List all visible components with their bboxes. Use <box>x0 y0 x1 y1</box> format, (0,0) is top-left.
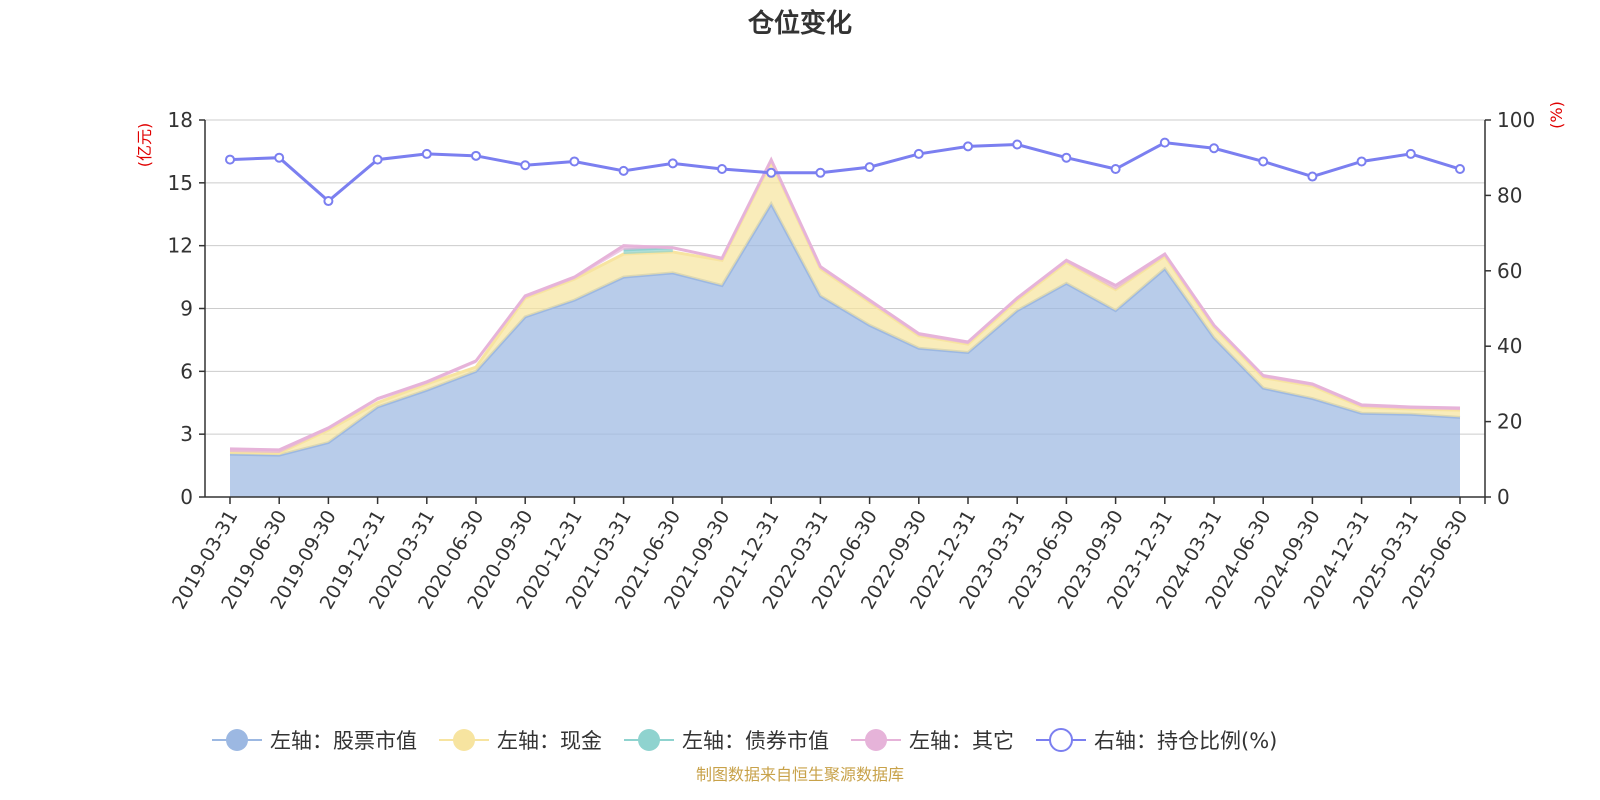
ratio-point <box>569 156 580 167</box>
data-source-note: 制图数据来自恒生聚源数据库 <box>696 765 904 784</box>
right-tick-label: 80 <box>1497 183 1522 207</box>
legend-item: 左轴：其它 <box>851 729 1014 753</box>
ratio-point <box>864 162 875 173</box>
ratio-point <box>1307 171 1318 182</box>
legend-label: 左轴：债券市值 <box>682 729 829 753</box>
ratio-point <box>1209 143 1219 154</box>
left-tick-label: 12 <box>168 234 193 258</box>
ratio-point <box>1258 156 1269 167</box>
legend-item: 左轴：现金 <box>439 729 602 753</box>
position-ratio-line <box>225 137 1465 207</box>
left-tick-label: 0 <box>180 485 193 509</box>
legend-label: 右轴：持仓比例(%) <box>1094 729 1277 753</box>
right-tick-label: 60 <box>1497 259 1522 283</box>
legend-marker <box>638 729 660 751</box>
left-tick-label: 9 <box>180 297 193 321</box>
ratio-point <box>1012 139 1023 150</box>
left-tick-label: 6 <box>180 359 193 383</box>
ratio-point <box>372 154 383 165</box>
area-edge <box>229 156 1461 452</box>
right-tick-label: 40 <box>1497 334 1522 358</box>
ratio-point <box>1159 137 1170 148</box>
ratio-point <box>421 148 432 159</box>
ratio-point <box>274 152 285 163</box>
ratio-point <box>1110 164 1121 175</box>
x-axis-ticks: 2019-03-312019-06-302019-09-302019-12-31… <box>168 497 1486 613</box>
chart-title: 仓位变化 <box>747 8 852 39</box>
legend-marker <box>453 729 475 751</box>
legend-label: 左轴：现金 <box>497 729 602 753</box>
ratio-point <box>815 167 826 178</box>
left-tick-label: 15 <box>168 171 193 195</box>
legend-item: 右轴：持仓比例(%) <box>1036 728 1277 753</box>
legend-item: 左轴：股票市值 <box>212 729 417 753</box>
legend-marker <box>865 729 887 751</box>
right-tick-label: 0 <box>1497 485 1510 509</box>
left-axis-ticks: 0 3 6 9 12 15 18 <box>168 108 205 509</box>
area-fill <box>230 161 1460 456</box>
ratio-point <box>1356 156 1367 167</box>
legend: 左轴：股票市值 左轴：现金 左轴：债券市值 左轴：其它 右轴：持仓比例(%) <box>212 728 1277 753</box>
legend-item: 左轴：债券市值 <box>624 729 829 753</box>
ratio-point <box>1061 152 1072 163</box>
legend-label: 左轴：其它 <box>909 729 1014 753</box>
ratio-point <box>963 141 973 152</box>
left-axis-unit: (亿元) <box>135 123 154 168</box>
left-tick-label: 3 <box>180 422 193 446</box>
ratio-point <box>717 164 727 175</box>
legend-marker <box>1049 728 1073 752</box>
area-fill <box>230 203 1460 497</box>
ratio-point <box>1405 148 1416 159</box>
right-axis-ticks: 0 20 40 60 80 100 <box>1485 108 1535 509</box>
ratio-point <box>225 154 235 165</box>
left-tick-label: 18 <box>168 108 193 132</box>
right-tick-label: 100 <box>1497 108 1535 132</box>
ratio-point <box>323 196 334 207</box>
ratio-point <box>618 165 629 176</box>
legend-marker <box>226 729 248 751</box>
legend-label: 左轴：股票市值 <box>270 729 417 753</box>
right-tick-label: 20 <box>1497 410 1522 434</box>
ratio-point <box>913 148 924 159</box>
ratio-point <box>766 167 777 178</box>
ratio-point <box>520 160 531 171</box>
right-axis-unit: (%) <box>1547 101 1566 129</box>
ratio-point <box>667 158 678 169</box>
stacked-areas <box>229 156 1461 497</box>
ratio-point <box>1455 164 1465 175</box>
ratio-line-path <box>229 141 1461 204</box>
ratio-point <box>471 150 481 161</box>
